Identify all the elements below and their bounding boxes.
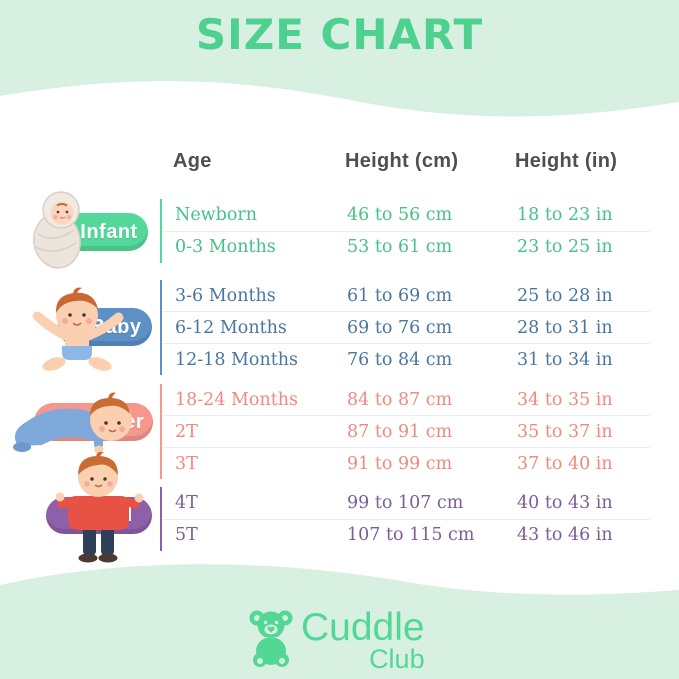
table-row: 18-24 Months 84 to 87 cm 34 to 35 in (162, 384, 650, 415)
age-cell: 12-18 Months (175, 349, 299, 370)
age-cell: 2T (175, 421, 198, 442)
age-cell: 3-6 Months (175, 285, 276, 306)
height-in-cell: 43 to 46 in (517, 525, 613, 546)
height-cm-cell: 76 to 84 cm (347, 349, 453, 370)
height-in-cell: 37 to 40 in (517, 453, 613, 474)
table-row: 6-12 Months 69 to 76 cm 28 to 31 in (162, 311, 650, 343)
brand-wordmark: Cuddle Club (301, 606, 425, 674)
age-cell: 3T (175, 453, 198, 474)
group-infant: Newborn 46 to 56 cm 18 to 23 in 0-3 Mont… (160, 199, 650, 263)
brand-logo: Cuddle Club (246, 606, 425, 674)
brand-name: Cuddle (301, 606, 425, 649)
height-cm-cell: 46 to 56 cm (347, 204, 453, 225)
column-header-height-cm: Height (cm) (345, 150, 459, 172)
infant-illustration (33, 191, 81, 269)
table-row: 4T 99 to 107 cm 40 to 43 in (162, 487, 650, 519)
column-header-age: Age (173, 150, 212, 172)
group-toddler: 18-24 Months 84 to 87 cm 34 to 35 in 2T … (160, 384, 650, 479)
page-title: SIZE CHART (195, 10, 484, 59)
height-cm-cell: 87 to 91 cm (347, 421, 453, 442)
kid-illustration (56, 452, 144, 563)
height-in-cell: 25 to 28 in (517, 285, 613, 306)
height-in-cell: 31 to 34 in (517, 349, 613, 370)
table-row: 0-3 Months 53 to 61 cm 23 to 25 in (162, 230, 650, 264)
height-cm-cell: 91 to 99 cm (347, 453, 453, 474)
table-header: Age Height (cm) Height (in) (173, 150, 650, 173)
height-in-cell: 35 to 37 in (517, 421, 613, 442)
age-cell: Newborn (175, 204, 258, 225)
baby-illustration (32, 287, 124, 371)
height-in-cell: 23 to 25 in (517, 237, 613, 258)
height-cm-cell: 61 to 69 cm (347, 285, 453, 306)
height-cm-cell: 53 to 61 cm (347, 237, 453, 258)
age-cell: 4T (175, 492, 198, 513)
height-cm-cell: 84 to 87 cm (347, 389, 453, 410)
height-cm-cell: 99 to 107 cm (347, 492, 464, 513)
brand-subname: Club (369, 644, 425, 674)
height-cm-cell: 107 to 115 cm (347, 525, 475, 546)
age-cell: 6-12 Months (175, 317, 287, 338)
height-in-cell: 40 to 43 in (517, 492, 613, 513)
age-cell: 0-3 Months (175, 237, 276, 258)
table-row: 3T 91 to 99 cm 37 to 40 in (162, 447, 650, 479)
teddy-bear-icon (249, 610, 293, 667)
height-in-cell: 28 to 31 in (517, 317, 613, 338)
group-baby: 3-6 Months 61 to 69 cm 25 to 28 in 6-12 … (160, 280, 650, 375)
group-kid: 4T 99 to 107 cm 40 to 43 in 5T 107 to 11… (160, 487, 650, 551)
table-row: 5T 107 to 115 cm 43 to 46 in (162, 518, 650, 552)
toddler-illustration (13, 392, 132, 455)
column-header-height-in: Height (in) (515, 150, 618, 172)
age-cell: 18-24 Months (175, 389, 299, 410)
table-row: 12-18 Months 76 to 84 cm 31 to 34 in (162, 343, 650, 375)
height-cm-cell: 69 to 76 cm (347, 317, 453, 338)
table-row: 2T 87 to 91 cm 35 to 37 in (162, 415, 650, 447)
height-in-cell: 34 to 35 in (517, 389, 613, 410)
pill-label: Infant (80, 220, 138, 243)
table-row: 3-6 Months 61 to 69 cm 25 to 28 in (162, 280, 650, 311)
table-row: Newborn 46 to 56 cm 18 to 23 in (162, 199, 650, 231)
age-cell: 5T (175, 525, 198, 546)
height-in-cell: 18 to 23 in (517, 204, 613, 225)
